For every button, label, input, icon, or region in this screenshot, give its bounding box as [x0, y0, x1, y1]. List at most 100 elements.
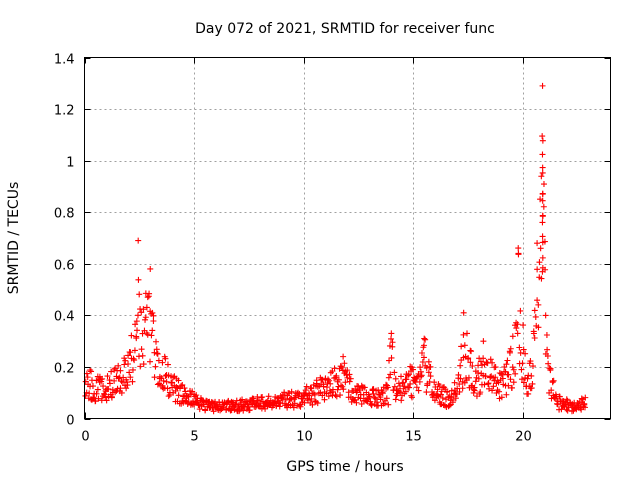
- data-point: [471, 384, 478, 391]
- data-point: [539, 133, 546, 140]
- data-point: [405, 371, 412, 378]
- data-point: [133, 333, 140, 340]
- data-point: [427, 363, 434, 370]
- data-point: [387, 371, 394, 378]
- data-point: [525, 390, 532, 397]
- data-point: [130, 355, 137, 362]
- data-point: [307, 384, 314, 391]
- data-point: [472, 378, 479, 385]
- data-point: [213, 402, 220, 409]
- data-point: [449, 399, 456, 406]
- data-point: [189, 388, 196, 395]
- data-point: [95, 395, 102, 402]
- data-point: [418, 372, 425, 379]
- data-point: [265, 393, 272, 400]
- data-point: [416, 378, 423, 385]
- data-point: [388, 335, 395, 342]
- data-point: [422, 336, 429, 343]
- data-point: [182, 397, 189, 404]
- data-point: [507, 345, 514, 352]
- data-point: [468, 348, 475, 355]
- data-point: [539, 254, 546, 261]
- data-point: [391, 383, 398, 390]
- data-point: [503, 361, 510, 368]
- data-point: [431, 379, 438, 386]
- data-point: [492, 374, 499, 381]
- data-point: [518, 376, 525, 383]
- data-point: [539, 239, 546, 246]
- data-point: [202, 407, 209, 414]
- data-point: [164, 361, 171, 368]
- data-point: [153, 338, 160, 345]
- data-point: [128, 332, 135, 339]
- data-point: [524, 375, 531, 382]
- data-point: [309, 401, 316, 408]
- data-point: [509, 333, 516, 340]
- data-point: [102, 394, 109, 401]
- data-point: [105, 385, 112, 392]
- x-tick-label: 15: [405, 430, 422, 445]
- data-point: [340, 386, 347, 393]
- data-point: [505, 371, 512, 378]
- data-point: [545, 360, 552, 367]
- data-point: [522, 350, 529, 357]
- data-point: [465, 374, 472, 381]
- data-point: [528, 385, 535, 392]
- data-point: [539, 151, 546, 158]
- data-point: [542, 312, 549, 319]
- data-point: [512, 370, 519, 377]
- data-point: [89, 383, 96, 390]
- data-point: [388, 330, 395, 337]
- data-point: [149, 309, 156, 316]
- data-point: [129, 378, 136, 385]
- data-point: [276, 403, 283, 410]
- data-point: [391, 369, 398, 376]
- data-point: [88, 368, 95, 375]
- data-point: [485, 380, 492, 387]
- data-point: [342, 379, 349, 386]
- data-point: [489, 387, 496, 394]
- data-point: [131, 357, 138, 364]
- data-point: [469, 362, 476, 369]
- data-point: [534, 266, 541, 273]
- data-point: [538, 173, 545, 180]
- data-point: [145, 293, 152, 300]
- data-point: [582, 404, 589, 411]
- data-point: [375, 391, 382, 398]
- data-point: [337, 382, 344, 389]
- data-point: [539, 213, 546, 220]
- data-point: [137, 363, 144, 370]
- data-point: [536, 259, 543, 266]
- data-point: [503, 391, 510, 398]
- data-point: [346, 371, 353, 378]
- data-point: [134, 327, 141, 334]
- data-point: [281, 391, 288, 398]
- data-point: [399, 380, 406, 387]
- data-point: [112, 389, 119, 396]
- data-point: [475, 375, 482, 382]
- data-point: [406, 384, 413, 391]
- data-point: [389, 343, 396, 350]
- data-point: [457, 362, 464, 369]
- data-point: [436, 383, 443, 390]
- data-point: [492, 364, 499, 371]
- data-point: [144, 331, 151, 338]
- data-point: [385, 401, 392, 408]
- data-point: [136, 291, 143, 298]
- data-point: [344, 367, 351, 374]
- data-point: [135, 276, 142, 283]
- data-point: [321, 396, 328, 403]
- data-point: [408, 394, 415, 401]
- data-point: [476, 390, 483, 397]
- data-point: [431, 397, 438, 404]
- data-point: [388, 354, 395, 361]
- data-point: [460, 309, 467, 316]
- data-point: [423, 389, 430, 396]
- data-point: [284, 404, 291, 411]
- data-point: [398, 397, 405, 404]
- data-point: [459, 385, 466, 392]
- x-tick-label: 0: [81, 430, 89, 445]
- data-point: [151, 349, 158, 356]
- data-point: [539, 137, 546, 144]
